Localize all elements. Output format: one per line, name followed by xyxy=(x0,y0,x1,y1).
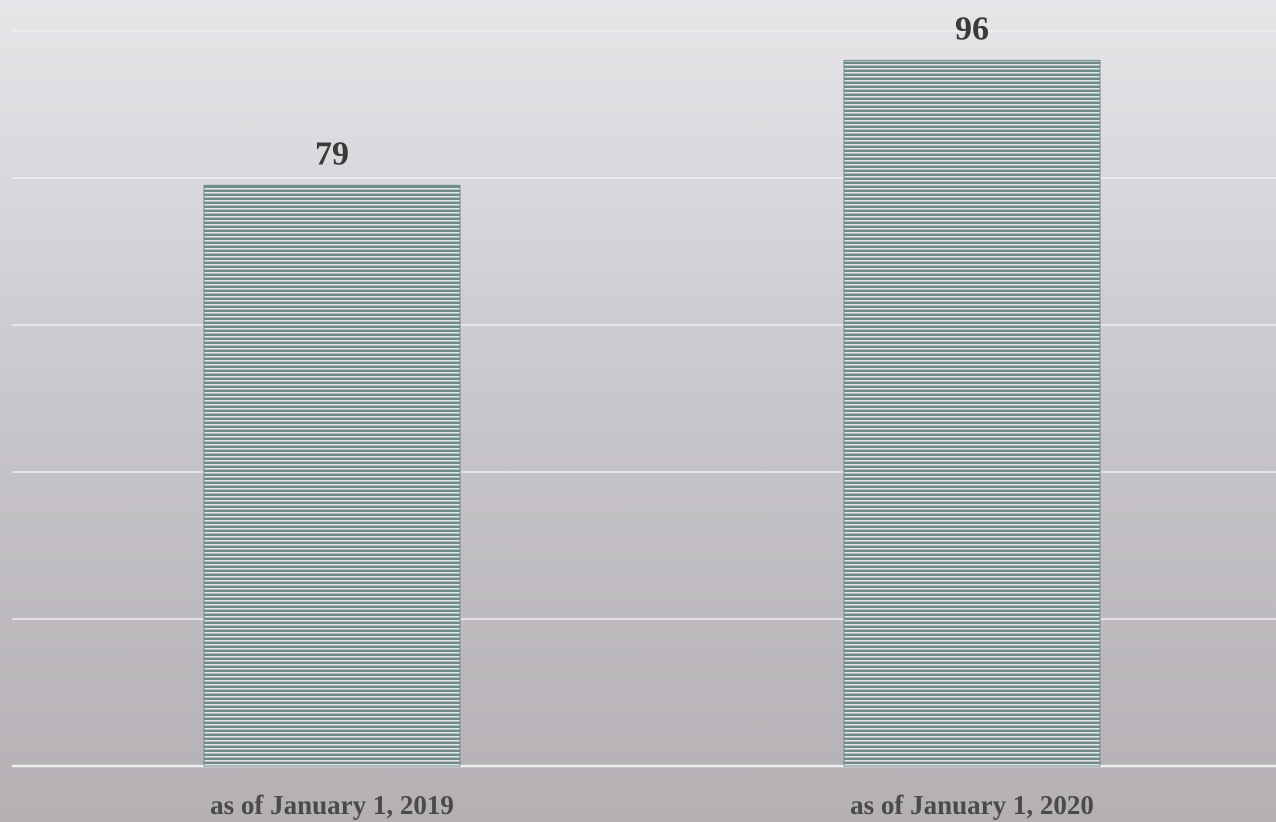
data-labels: 79 96 xyxy=(315,10,989,172)
category-labels: as of January 1, 2019 as of January 1, 20… xyxy=(210,790,1094,820)
category-label: as of January 1, 2019 xyxy=(210,790,454,820)
bars xyxy=(203,59,1101,767)
data-label: 79 xyxy=(315,135,349,172)
bar xyxy=(843,59,1101,767)
data-label: 96 xyxy=(955,10,989,47)
category-label: as of January 1, 2020 xyxy=(850,790,1094,820)
bar xyxy=(203,184,461,767)
